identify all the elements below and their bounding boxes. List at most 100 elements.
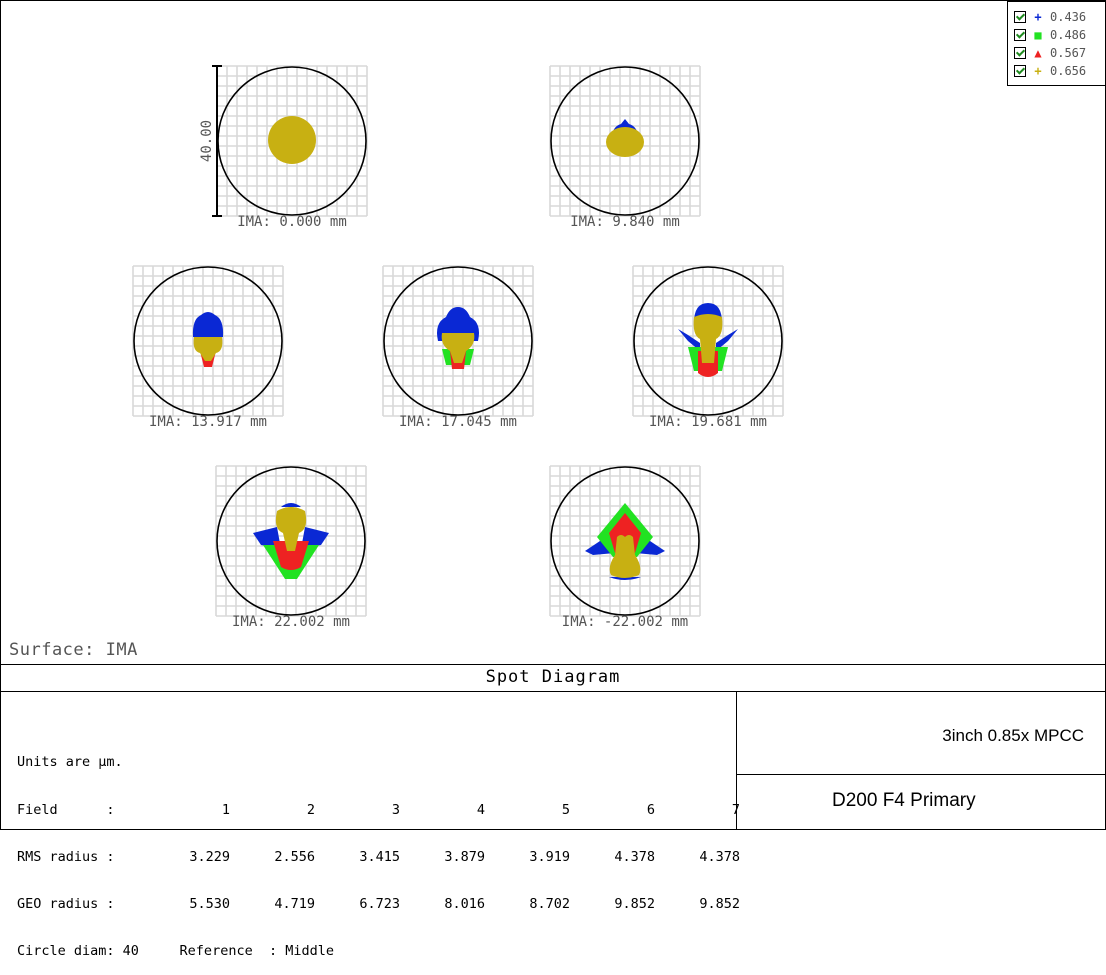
lens-name: 3inch 0.85x MPCC xyxy=(942,726,1084,745)
spot-blue xyxy=(716,329,738,351)
field-label: IMA: 17.045 mm xyxy=(399,414,517,430)
geo-value: 9.852 xyxy=(614,895,655,912)
legend-wavelength: 0.436 xyxy=(1050,10,1087,24)
divider xyxy=(736,692,737,830)
spot-panel: IMA: 0.000 mm xyxy=(216,65,368,230)
spot-yellow xyxy=(609,535,641,578)
spot-blue xyxy=(678,329,700,351)
divider xyxy=(737,774,1106,775)
reference-circle xyxy=(133,266,283,416)
spot-cluster xyxy=(192,312,224,367)
spot-panel: IMA: 9.840 mm xyxy=(549,65,701,230)
rms-value: 3.879 xyxy=(444,848,485,865)
reference-circle xyxy=(550,466,700,616)
spot-yellow xyxy=(606,127,644,157)
field-number: 2 xyxy=(306,801,315,818)
marker-triangle-icon: ▲ xyxy=(1034,46,1042,60)
rms-value: 4.378 xyxy=(699,848,740,865)
field-row: Field : 1 2 3 4 5 6 7 xyxy=(17,801,740,819)
wavelength-legend: + 0.436 ■ 0.486 ▲ 0.567 + 0.656 xyxy=(1007,1,1106,86)
spot-yellow xyxy=(275,507,307,551)
reference-circle xyxy=(633,266,783,416)
field-label: IMA: -22.002 mm xyxy=(562,614,688,630)
rms-value: 3.415 xyxy=(359,848,400,865)
field-label: IMA: 19.681 mm xyxy=(649,414,767,430)
spot-cluster xyxy=(253,503,329,579)
spot-blue xyxy=(437,307,479,341)
geo-value: 9.852 xyxy=(699,895,740,912)
spot-yellow xyxy=(441,333,475,363)
field-number: 5 xyxy=(561,801,570,818)
field-number: 7 xyxy=(731,801,740,818)
spot-blue xyxy=(281,503,301,507)
design-name: D200 F4 Primary xyxy=(832,790,976,811)
spot-yellow xyxy=(693,314,723,363)
rms-value: 2.556 xyxy=(274,848,315,865)
spot-cluster xyxy=(585,503,665,580)
field-number: 1 xyxy=(221,801,230,818)
rms-value: 4.378 xyxy=(614,848,655,865)
spot-statistics: Units are µm. Field : 1 2 3 4 5 6 7 RMS … xyxy=(17,724,740,975)
legend-item[interactable]: + 0.656 xyxy=(1014,62,1086,80)
field-label: IMA: 13.917 mm xyxy=(149,414,267,430)
spot-diagram-plot: IMA: 0.000 mm IMA: 9.840 mm IMA: 13.917 mm… xyxy=(132,65,784,630)
geo-row: GEO radius : 5.530 4.719 6.723 8.016 8.7… xyxy=(17,895,740,913)
checkbox-icon[interactable] xyxy=(1014,29,1026,41)
spot-blue xyxy=(192,312,224,337)
checkbox-icon[interactable] xyxy=(1014,11,1026,23)
reference-circle xyxy=(383,266,533,416)
marker-plus-icon: + xyxy=(1034,10,1042,24)
legend-item[interactable]: + 0.436 xyxy=(1014,8,1086,26)
spot-yellow xyxy=(268,116,316,164)
field-number: 3 xyxy=(391,801,400,818)
legend-wavelength: 0.567 xyxy=(1050,46,1087,60)
legend-wavelength: 0.486 xyxy=(1050,28,1087,42)
spot-cluster xyxy=(678,303,738,377)
spot-panel: IMA: 17.045 mm xyxy=(382,265,534,430)
spot-yellow xyxy=(193,337,223,361)
lens-info-box: 3inch 0.85x MPCC xyxy=(737,692,1106,774)
circle-reference-line: Circle diam: 40 Reference : Middle xyxy=(17,942,334,959)
field-number: 6 xyxy=(646,801,655,818)
geo-value: 4.719 xyxy=(274,895,315,912)
legend-wavelength: 0.656 xyxy=(1050,64,1087,78)
field-label: IMA: 0.000 mm xyxy=(237,214,347,230)
reference-circle xyxy=(216,466,366,616)
scale-label: 40.00 xyxy=(199,120,215,162)
divider xyxy=(0,664,1106,665)
design-info-box: D200 F4 Primary xyxy=(737,775,1106,830)
legend-item[interactable]: ■ 0.486 xyxy=(1014,26,1086,44)
geo-value: 8.016 xyxy=(444,895,485,912)
rms-value: 3.919 xyxy=(529,848,570,865)
geo-value: 6.723 xyxy=(359,895,400,912)
surface-label: Surface: IMA xyxy=(9,640,138,660)
spot-cluster xyxy=(268,116,316,164)
legend-item[interactable]: ▲ 0.567 xyxy=(1014,44,1086,62)
spot-cluster xyxy=(606,119,644,157)
field-label: Field : xyxy=(17,801,115,818)
field-label: IMA: 22.002 mm xyxy=(232,614,350,630)
spot-red xyxy=(273,541,309,570)
spot-panel: IMA: 22.002 mm xyxy=(215,465,367,630)
geo-value: 5.530 xyxy=(189,895,230,912)
diagram-title: Spot Diagram xyxy=(485,667,621,687)
rms-label: RMS radius : xyxy=(17,848,115,865)
units-line: Units are µm. xyxy=(17,754,123,771)
rms-value: 3.229 xyxy=(189,848,230,865)
marker-square-icon: ■ xyxy=(1034,28,1042,42)
checkbox-icon[interactable] xyxy=(1014,65,1026,77)
geo-label: GEO radius : xyxy=(17,895,115,912)
field-label: IMA: 9.840 mm xyxy=(570,214,680,230)
reference-circle xyxy=(550,66,700,216)
rms-row: RMS radius : 3.229 2.556 3.415 3.879 3.9… xyxy=(17,848,740,866)
geo-value: 8.702 xyxy=(529,895,570,912)
spot-panel: IMA: -22.002 mm xyxy=(549,465,701,630)
spot-panel: IMA: 13.917 mm xyxy=(132,265,284,430)
divider xyxy=(0,691,1106,692)
field-number: 4 xyxy=(476,801,485,818)
marker-plus-icon: + xyxy=(1034,64,1042,78)
spot-cluster xyxy=(437,307,479,369)
spot-panel: IMA: 19.681 mm xyxy=(632,265,784,430)
spot-blue xyxy=(609,577,641,580)
checkbox-icon[interactable] xyxy=(1014,47,1026,59)
